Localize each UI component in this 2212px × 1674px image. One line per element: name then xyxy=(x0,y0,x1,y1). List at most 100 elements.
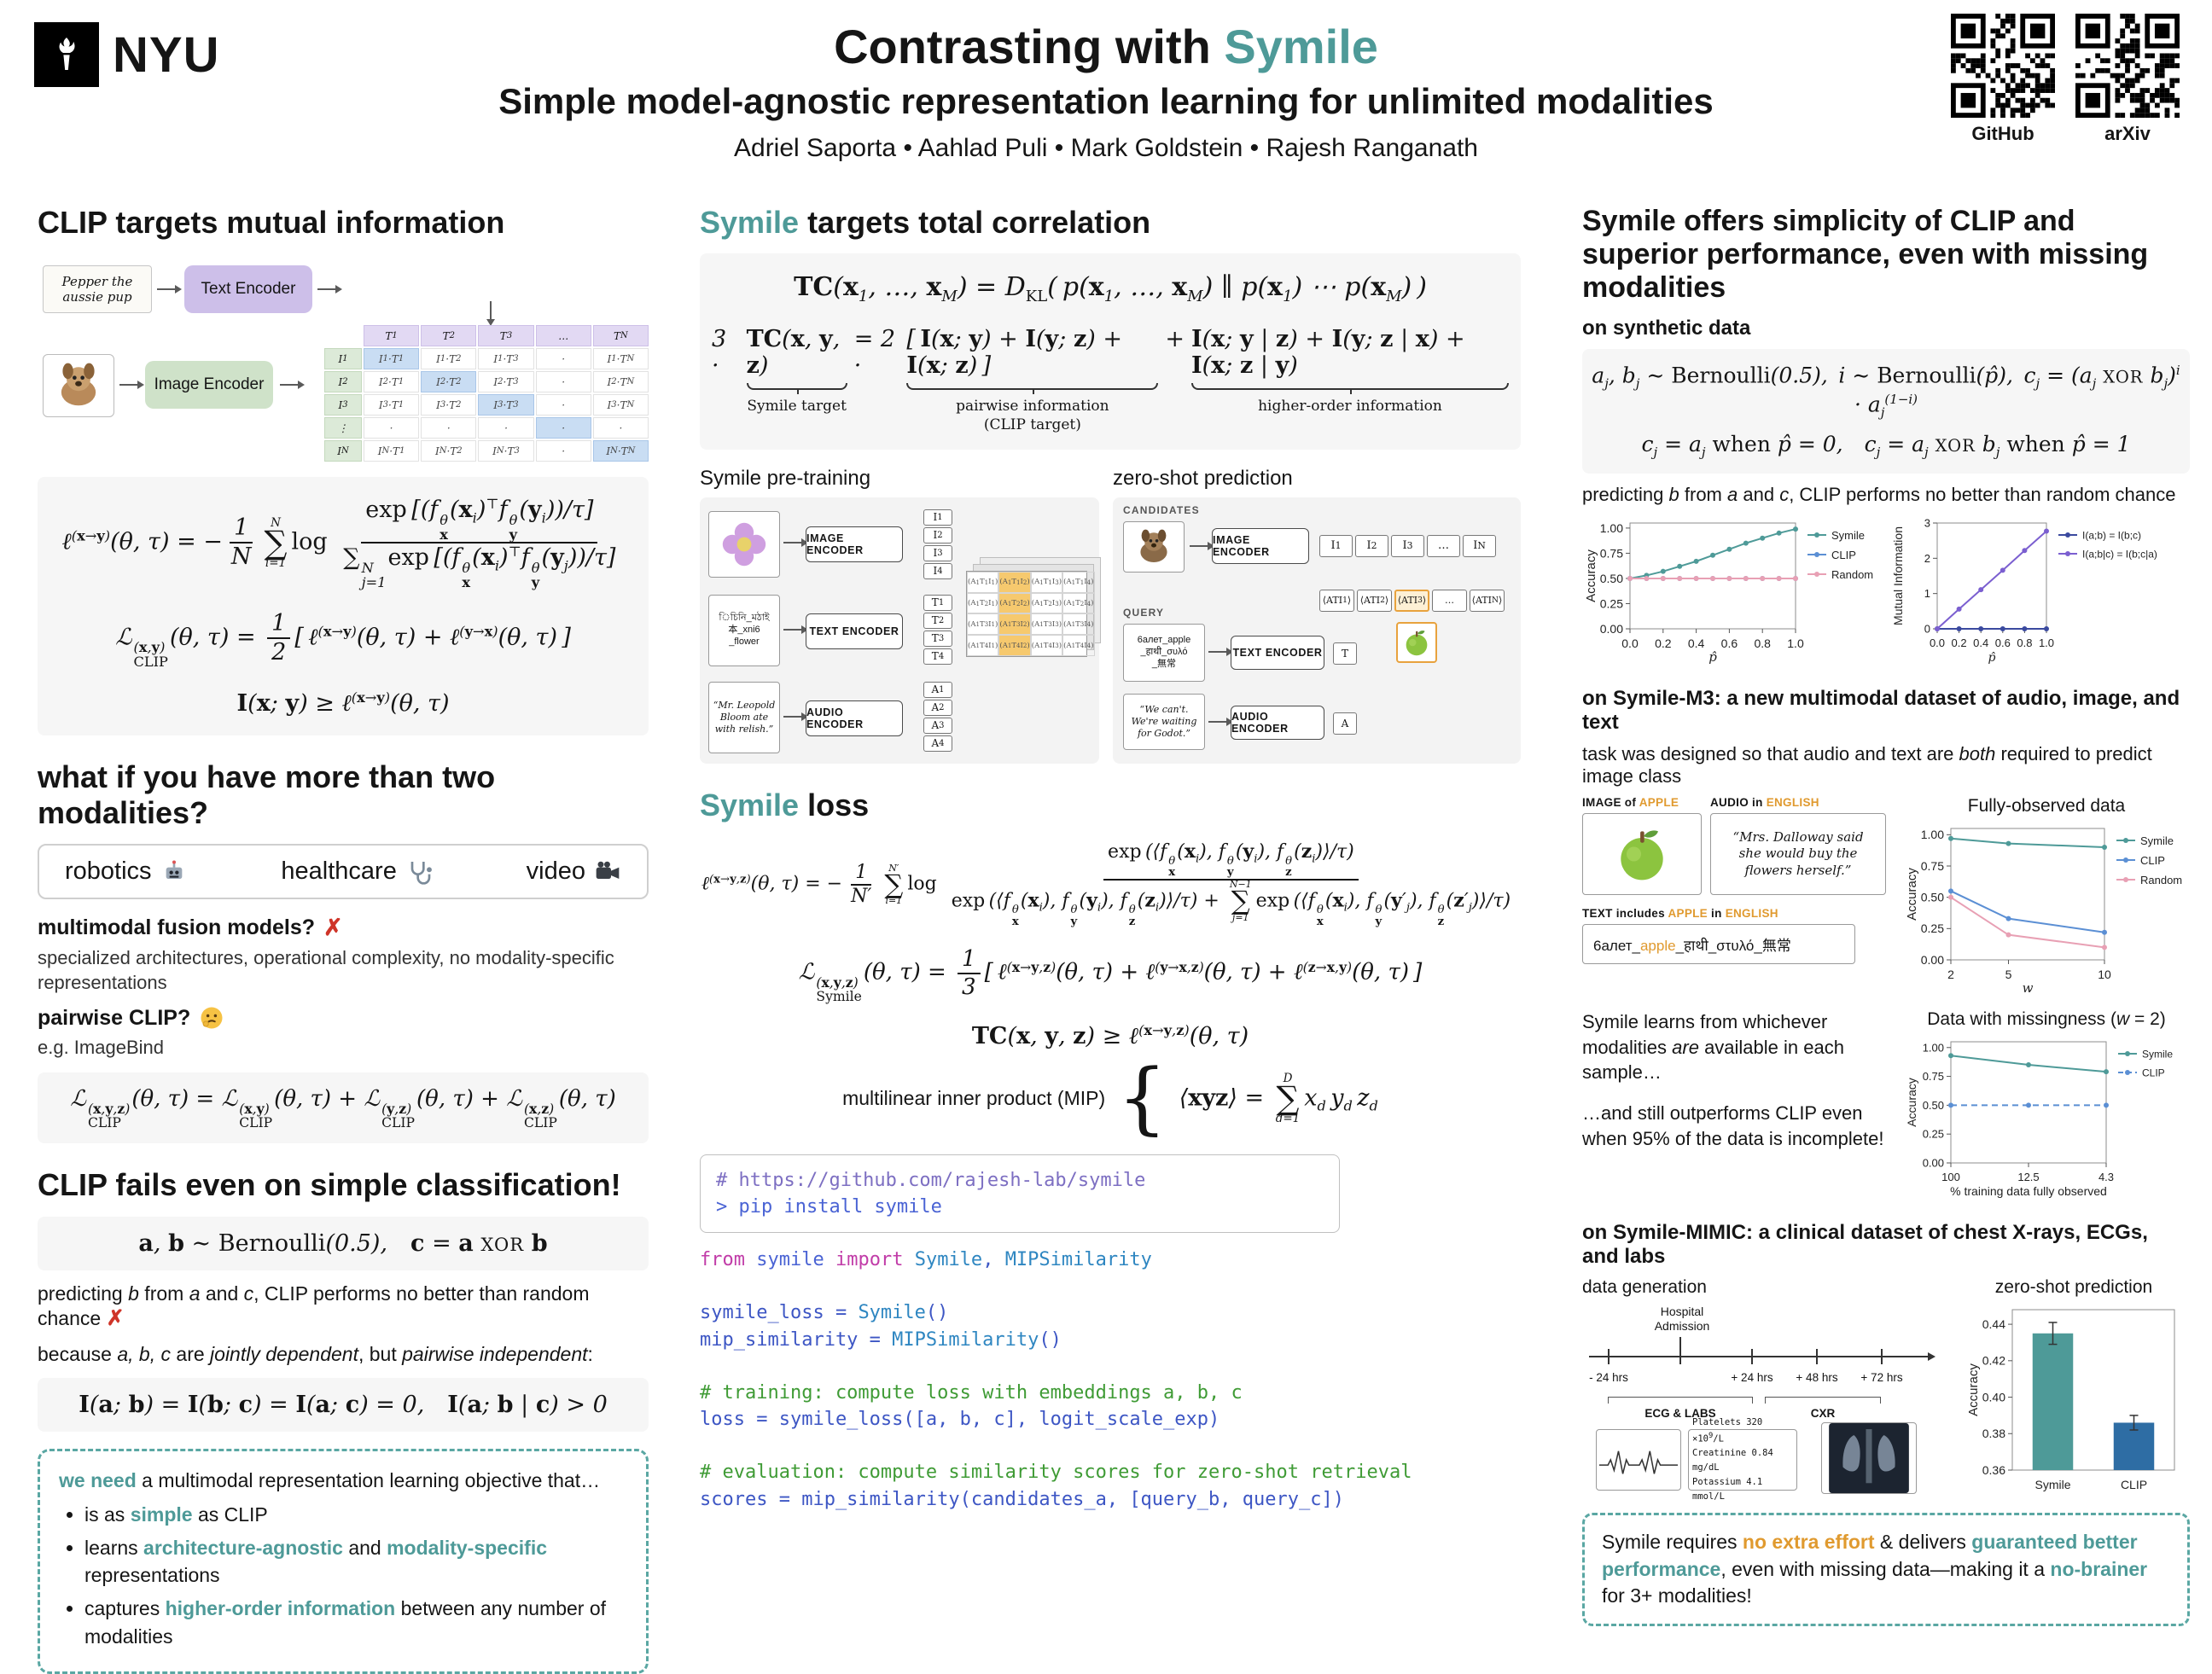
matrix-cell: · xyxy=(535,371,591,393)
decomp-term: 3 · xyxy=(712,326,727,380)
clip-infonce-equation: ℓ(x→y)(θ, τ) = −1 N N ∑ i=1 log exp [(f θ x (xi)… xyxy=(61,496,616,591)
clip-fails-line-2: because a, b, c are jointly dependent, b… xyxy=(38,1342,593,1365)
brace: { xyxy=(1117,1052,1167,1144)
matrix-cell: I N ·T 2 xyxy=(421,440,477,462)
mip-score-token: ⟨ATI 2 ⟩ xyxy=(1357,589,1392,612)
symile-total-loss-equation: ℒ (x,y,z) Symile (θ, τ) = 1 3[ ℓ(x→y,z)(θ, τ… xyxy=(798,946,1423,1005)
tc-decomposition-equation: 3 · TC(x, y, z) Symile target = 2 · [ I(x… xyxy=(712,326,1509,434)
mip-score-token: ⟨ATI 1 ⟩ xyxy=(1319,589,1354,612)
matrix-cell: I 1 ·T N xyxy=(592,348,649,370)
missingness-chart-title: Data with missingness (w = 2) xyxy=(1927,1008,2166,1029)
candidate-image-tokens: I 1 I 2 I 3… I N xyxy=(1319,534,1496,557)
code-line: scores = mip_similarity(candidates_a, [q… xyxy=(700,1488,1344,1510)
data-generation-block: data generation Hospital Admission - 24 h… xyxy=(1582,1276,1954,1502)
section-clip-mi-title: CLIP targets mutual information xyxy=(38,205,505,240)
svg-text:0.8: 0.8 xyxy=(1754,636,1771,650)
left-column: CLIP targets mutual information Pepper t… xyxy=(38,205,649,1674)
matrix-cell: · xyxy=(535,417,591,439)
cube-cell: (A 1 T 1 I 3) xyxy=(1030,571,1063,593)
cube-cell: (A 1 T 4 I 4) xyxy=(1062,635,1095,656)
modality-domains: robotics healthcare video xyxy=(38,844,649,900)
audio-encoder-box: AUDIO ENCODER xyxy=(806,700,903,736)
fully-observed-chart: 0.00 0.25 0.50 0.75 1.00 Accuracy 2 5 10 w Symile C… xyxy=(1903,817,2190,999)
timeline-admission-tick xyxy=(1679,1336,1681,1364)
svg-text:1.00: 1.00 xyxy=(1921,828,1944,841)
svg-text:0.8: 0.8 xyxy=(2017,636,2032,649)
code-lines: from symile import Symile, MIPSimilarity… xyxy=(700,1247,1521,1513)
svg-text:1.00: 1.00 xyxy=(1923,1041,1944,1054)
query-label: QUERY xyxy=(1123,606,1165,619)
svg-text:0.4: 0.4 xyxy=(1688,636,1705,650)
matrix-cell xyxy=(324,325,362,346)
svg-text:0.2: 0.2 xyxy=(1952,636,1967,649)
domain-healthcare: healthcare xyxy=(281,857,432,886)
svg-text:0.6: 0.6 xyxy=(1995,636,2011,649)
zeroshot-figure: zero-shot prediction CANDIDATES IMAGE EN… xyxy=(1113,467,1521,764)
clip-fails-line-1: predicting b from a and c, CLIP performs… xyxy=(38,1282,590,1330)
cube-cell: (A 1 T 4 I 2) xyxy=(998,635,1031,656)
cxr-image-box xyxy=(1821,1421,1917,1494)
mip-label: multilinear inner product (MIP) xyxy=(842,1087,1106,1110)
mimic-timeline-diagram: Hospital Admission - 24 hrs + 24 hrs + 48… xyxy=(1582,1303,1954,1502)
image-token: … xyxy=(1427,534,1460,557)
image-encoder-box: IMAGE ENCODER xyxy=(1212,527,1309,564)
flower-icon xyxy=(722,522,766,567)
audio-encoder-box: AUDIO ENCODER xyxy=(1231,705,1324,740)
matrix-cell: · xyxy=(592,417,649,439)
svg-text:2: 2 xyxy=(1924,552,1930,565)
cube-cell: (A 1 T 2 I 1) xyxy=(967,592,999,614)
data-generation-label: data generation xyxy=(1582,1276,1707,1297)
hospital-admission-label: Hospital Admission xyxy=(1654,1304,1710,1333)
mimic-accuracy-bar-chart: 0.36 0.38 0.40 0.42 0.44 Accuracy Symile CLIP xyxy=(1965,1299,2183,1496)
clip-similarity-matrix: T 1 T 2 T 3… T N I 1 I 1 ·T 1 I 1 ·T 2 I 1 ·T 3 · I 1 ·T N I 2 I 2 ·T 1 I… xyxy=(324,325,649,462)
thinking-face-icon xyxy=(201,1007,223,1029)
matrix-cell: · xyxy=(421,417,477,439)
synthetic-accuracy-chart: 0.00 0.25 0.50 0.75 1.00 Accuracy 0.0 0.2 0.4 0.6… xyxy=(1582,512,1883,668)
matrix-cell: I 2 ·T 3 xyxy=(478,371,534,393)
svg-text:0.38: 0.38 xyxy=(1982,1427,2005,1440)
pairwise-clip-equation: ℒ (x,y,z) CLIP (θ, τ) = ℒ (x,y) CLIP (θ, τ) + … xyxy=(70,1086,616,1131)
m3-image-cell: IMAGE of APPLE xyxy=(1582,796,1702,895)
svg-text:p̂: p̂ xyxy=(1708,649,1717,665)
nyu-logo: NYU xyxy=(34,22,219,87)
arxiv-qr-label: arXiv xyxy=(2104,123,2151,144)
arrow xyxy=(490,301,492,321)
image-encoder-box: IMAGE ENCODER xyxy=(806,526,903,562)
bernoulli-equation-panel: a, b ∼ Bernoulli(0.5), c = a XOR b xyxy=(38,1216,649,1270)
svg-text:Symile: Symile xyxy=(2142,1048,2173,1060)
stethoscope-icon xyxy=(410,861,432,885)
synthetic-mutual-information-chart: 0 1 2 3 Mutual Information 0.0 0.2 0.4 0.6 0.8 1.0… xyxy=(1889,512,2190,668)
timeline-tick xyxy=(1751,1348,1753,1364)
higher-order-info-group: I(x; y | z) + I(y; z | x) + I(x; z | y) h… xyxy=(1190,326,1509,416)
section-results-title: Symile offers simplicity of CLIP and sup… xyxy=(1582,205,2149,305)
github-qr-code xyxy=(1951,14,2055,118)
apple-icon xyxy=(1406,631,1428,656)
matrix-cell: I N ·T 3 xyxy=(478,440,534,462)
arrow xyxy=(119,381,144,390)
m3-text-value: 6алет_apple_हाथी_στυλό_無常 xyxy=(1582,923,1855,964)
poster-header: NYU Contrasting with Symile Simple model… xyxy=(0,0,2212,183)
svg-text:p̂: p̂ xyxy=(1988,651,1996,665)
need-bullet: is as simple as CLIP xyxy=(84,1501,627,1528)
symile-mimic-heading: on Symile-MIMIC: a clinical dataset of c… xyxy=(1582,1220,2148,1268)
svg-text:1.0: 1.0 xyxy=(1787,636,1804,650)
symile-infonce-equation: ℓ(x→y,z)(θ, τ) = −1 N′ N′ ∑ i=1 log exp (⟨f θ x… xyxy=(701,840,1511,928)
clip-loss-equation: ℒ (x,y) CLIP (θ, τ) = 1 2[ ℓ(x→y)(θ, τ) + ℓ(… xyxy=(115,610,571,671)
robot-icon xyxy=(166,860,182,879)
need-bullet: learns architecture-agnostic and modalit… xyxy=(84,1534,627,1589)
cube-cell: (A 1 T 3 I 3) xyxy=(1030,613,1063,636)
clip-architecture-diagram: Pepper the aussie pup Text Encoder Image… xyxy=(38,253,649,465)
install-lines: # https://github.com/rajesh-lab/symile > … xyxy=(716,1167,1324,1220)
